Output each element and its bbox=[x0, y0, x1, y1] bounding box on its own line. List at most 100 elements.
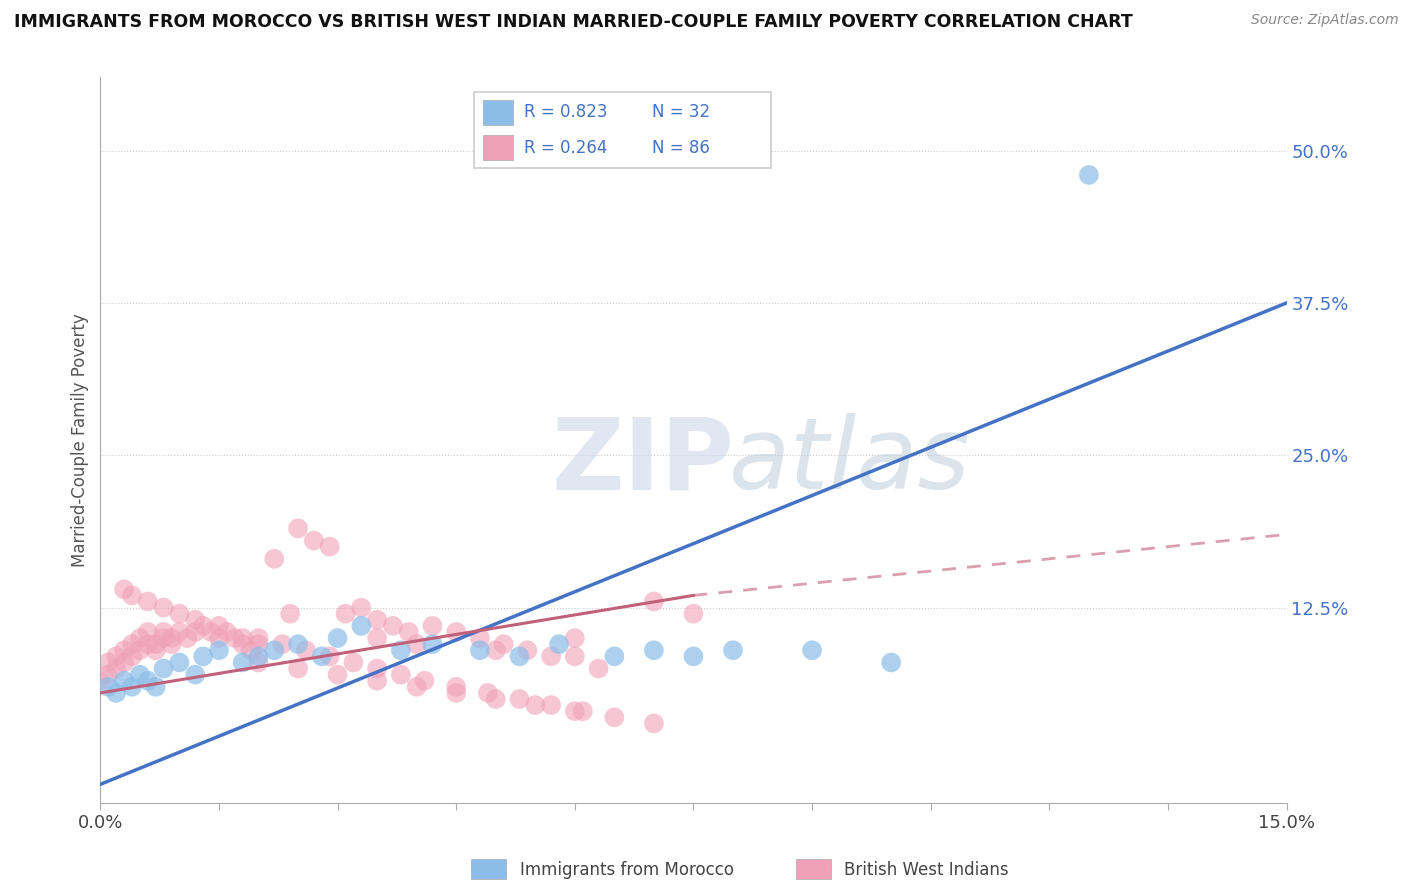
Point bbox=[128, 631, 150, 645]
Point bbox=[444, 680, 467, 694]
Point bbox=[603, 710, 626, 724]
Point bbox=[97, 656, 120, 670]
Point bbox=[326, 667, 349, 681]
Point bbox=[801, 643, 824, 657]
Point bbox=[121, 649, 143, 664]
Point bbox=[152, 624, 174, 639]
Point bbox=[389, 667, 412, 681]
Point bbox=[112, 656, 135, 670]
Point bbox=[398, 624, 420, 639]
Point bbox=[318, 540, 340, 554]
Point bbox=[381, 619, 404, 633]
Point bbox=[571, 704, 593, 718]
Point bbox=[444, 686, 467, 700]
Point bbox=[311, 649, 333, 664]
Point bbox=[263, 643, 285, 657]
Point bbox=[152, 600, 174, 615]
Point bbox=[564, 649, 586, 664]
Point bbox=[145, 680, 167, 694]
Text: British West Indians: British West Indians bbox=[844, 861, 1008, 879]
Point bbox=[97, 680, 120, 694]
Point bbox=[422, 619, 444, 633]
Point bbox=[232, 656, 254, 670]
Point bbox=[643, 594, 665, 608]
Point bbox=[295, 643, 318, 657]
Point bbox=[247, 656, 270, 670]
Point bbox=[121, 637, 143, 651]
Point bbox=[152, 631, 174, 645]
Point bbox=[208, 619, 231, 633]
Point bbox=[564, 704, 586, 718]
Point bbox=[160, 637, 183, 651]
Text: atlas: atlas bbox=[730, 413, 970, 510]
Point bbox=[318, 649, 340, 664]
Point bbox=[136, 624, 159, 639]
Point bbox=[405, 637, 427, 651]
Point bbox=[128, 643, 150, 657]
Point bbox=[335, 607, 357, 621]
Point bbox=[682, 607, 704, 621]
Point bbox=[247, 649, 270, 664]
Point bbox=[232, 631, 254, 645]
Point bbox=[89, 673, 111, 688]
Point bbox=[184, 613, 207, 627]
Y-axis label: Married-Couple Family Poverty: Married-Couple Family Poverty bbox=[72, 313, 89, 567]
Text: Immigrants from Morocco: Immigrants from Morocco bbox=[520, 861, 734, 879]
Point bbox=[145, 643, 167, 657]
Point bbox=[200, 624, 222, 639]
Point bbox=[603, 649, 626, 664]
Point bbox=[215, 624, 238, 639]
Point bbox=[105, 649, 128, 664]
Point bbox=[350, 619, 373, 633]
Point bbox=[208, 643, 231, 657]
Point bbox=[191, 649, 214, 664]
Point bbox=[508, 649, 530, 664]
Point bbox=[278, 607, 301, 621]
Point bbox=[191, 619, 214, 633]
Point bbox=[524, 698, 547, 712]
Point bbox=[1077, 168, 1099, 182]
Point bbox=[302, 533, 325, 548]
Point bbox=[366, 613, 388, 627]
Point bbox=[176, 631, 198, 645]
Point bbox=[105, 686, 128, 700]
Point bbox=[643, 716, 665, 731]
Point bbox=[247, 631, 270, 645]
Point bbox=[169, 607, 191, 621]
Point bbox=[128, 667, 150, 681]
Point bbox=[136, 673, 159, 688]
Point bbox=[121, 680, 143, 694]
Point bbox=[485, 692, 508, 706]
Point bbox=[160, 631, 183, 645]
Point bbox=[232, 637, 254, 651]
Point bbox=[271, 637, 294, 651]
Text: Source: ZipAtlas.com: Source: ZipAtlas.com bbox=[1251, 13, 1399, 28]
Point bbox=[682, 649, 704, 664]
Point bbox=[508, 692, 530, 706]
Point bbox=[485, 643, 508, 657]
Point bbox=[224, 631, 246, 645]
Point bbox=[136, 594, 159, 608]
Point bbox=[112, 643, 135, 657]
Point bbox=[169, 624, 191, 639]
Point bbox=[413, 673, 436, 688]
Point bbox=[121, 588, 143, 602]
Point bbox=[721, 643, 744, 657]
Point bbox=[366, 661, 388, 675]
Point bbox=[112, 582, 135, 597]
Point bbox=[342, 656, 364, 670]
Point bbox=[97, 667, 120, 681]
Point bbox=[389, 643, 412, 657]
Point bbox=[350, 600, 373, 615]
Point bbox=[405, 680, 427, 694]
Point bbox=[287, 521, 309, 535]
Point bbox=[366, 673, 388, 688]
Point bbox=[239, 643, 262, 657]
Point bbox=[540, 649, 562, 664]
Point bbox=[643, 643, 665, 657]
Point bbox=[184, 667, 207, 681]
Point bbox=[422, 637, 444, 651]
Point bbox=[548, 637, 571, 651]
Point bbox=[145, 637, 167, 651]
Point bbox=[880, 656, 903, 670]
